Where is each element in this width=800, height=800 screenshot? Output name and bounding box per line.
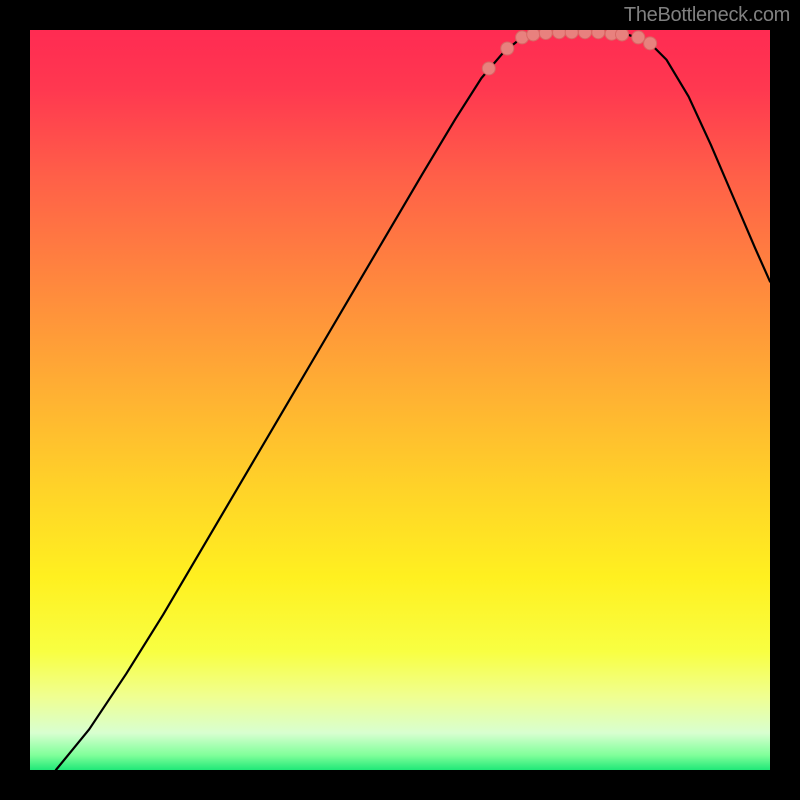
watermark-text: TheBottleneck.com [624,4,790,27]
marker-dot [482,62,495,75]
marker-dot [501,42,514,55]
marker-dot [579,30,592,39]
marker-dot [616,30,629,41]
bottleneck-curve [56,32,770,770]
marker-dot [644,37,657,50]
marker-dot [565,30,578,39]
marker-dot [632,31,645,44]
marker-dot [553,30,566,39]
curve-layer [30,30,770,770]
marker-dot [539,30,552,39]
highlight-markers [482,30,656,75]
plot-area [30,30,770,770]
marker-dot [592,30,605,39]
marker-dot [527,30,540,41]
